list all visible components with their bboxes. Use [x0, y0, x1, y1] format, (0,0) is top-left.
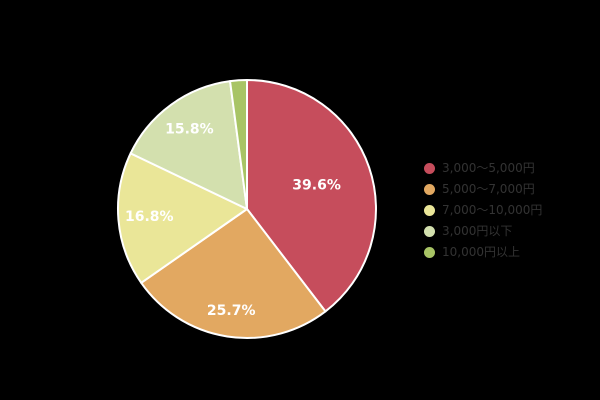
pie-slice-0[interactable]: [246, 79, 377, 313]
legend-item-2[interactable]: 7,000～10,000円: [424, 204, 542, 216]
legend-label: 3,000円以下: [442, 224, 513, 238]
legend-swatch-icon: [424, 246, 435, 258]
legend-item-0[interactable]: 3,000～5,000円: [424, 162, 542, 174]
chart-legend: 3,000～5,000円 5,000～7,000円 7,000～10,000円 …: [424, 162, 542, 258]
legend-item-3[interactable]: 3,000円以下: [424, 225, 542, 237]
legend-label: 3,000～5,000円: [442, 161, 535, 175]
legend-swatch-icon: [424, 204, 435, 216]
pie-slice-1[interactable]: [140, 208, 327, 339]
legend-item-1[interactable]: 5,000～7,000円: [424, 183, 542, 195]
slice-percent-label: 15.8%: [165, 122, 214, 138]
legend-swatch-icon: [424, 183, 435, 195]
legend-swatch-icon: [424, 225, 435, 237]
legend-label: 10,000円以上: [442, 245, 520, 259]
pie-slice-2[interactable]: [117, 152, 248, 284]
slice-percent-label: 16.8%: [125, 209, 174, 225]
pie-slice-3[interactable]: [129, 80, 248, 210]
pie-slice-4[interactable]: [229, 79, 248, 210]
legend-item-4[interactable]: 10,000円以上: [424, 246, 542, 258]
slice-percent-label: 25.7%: [207, 303, 256, 319]
slice-percent-label: 39.6%: [292, 177, 341, 193]
legend-label: 5,000～7,000円: [442, 182, 535, 196]
legend-swatch-icon: [424, 162, 435, 174]
legend-label: 7,000～10,000円: [442, 203, 543, 217]
